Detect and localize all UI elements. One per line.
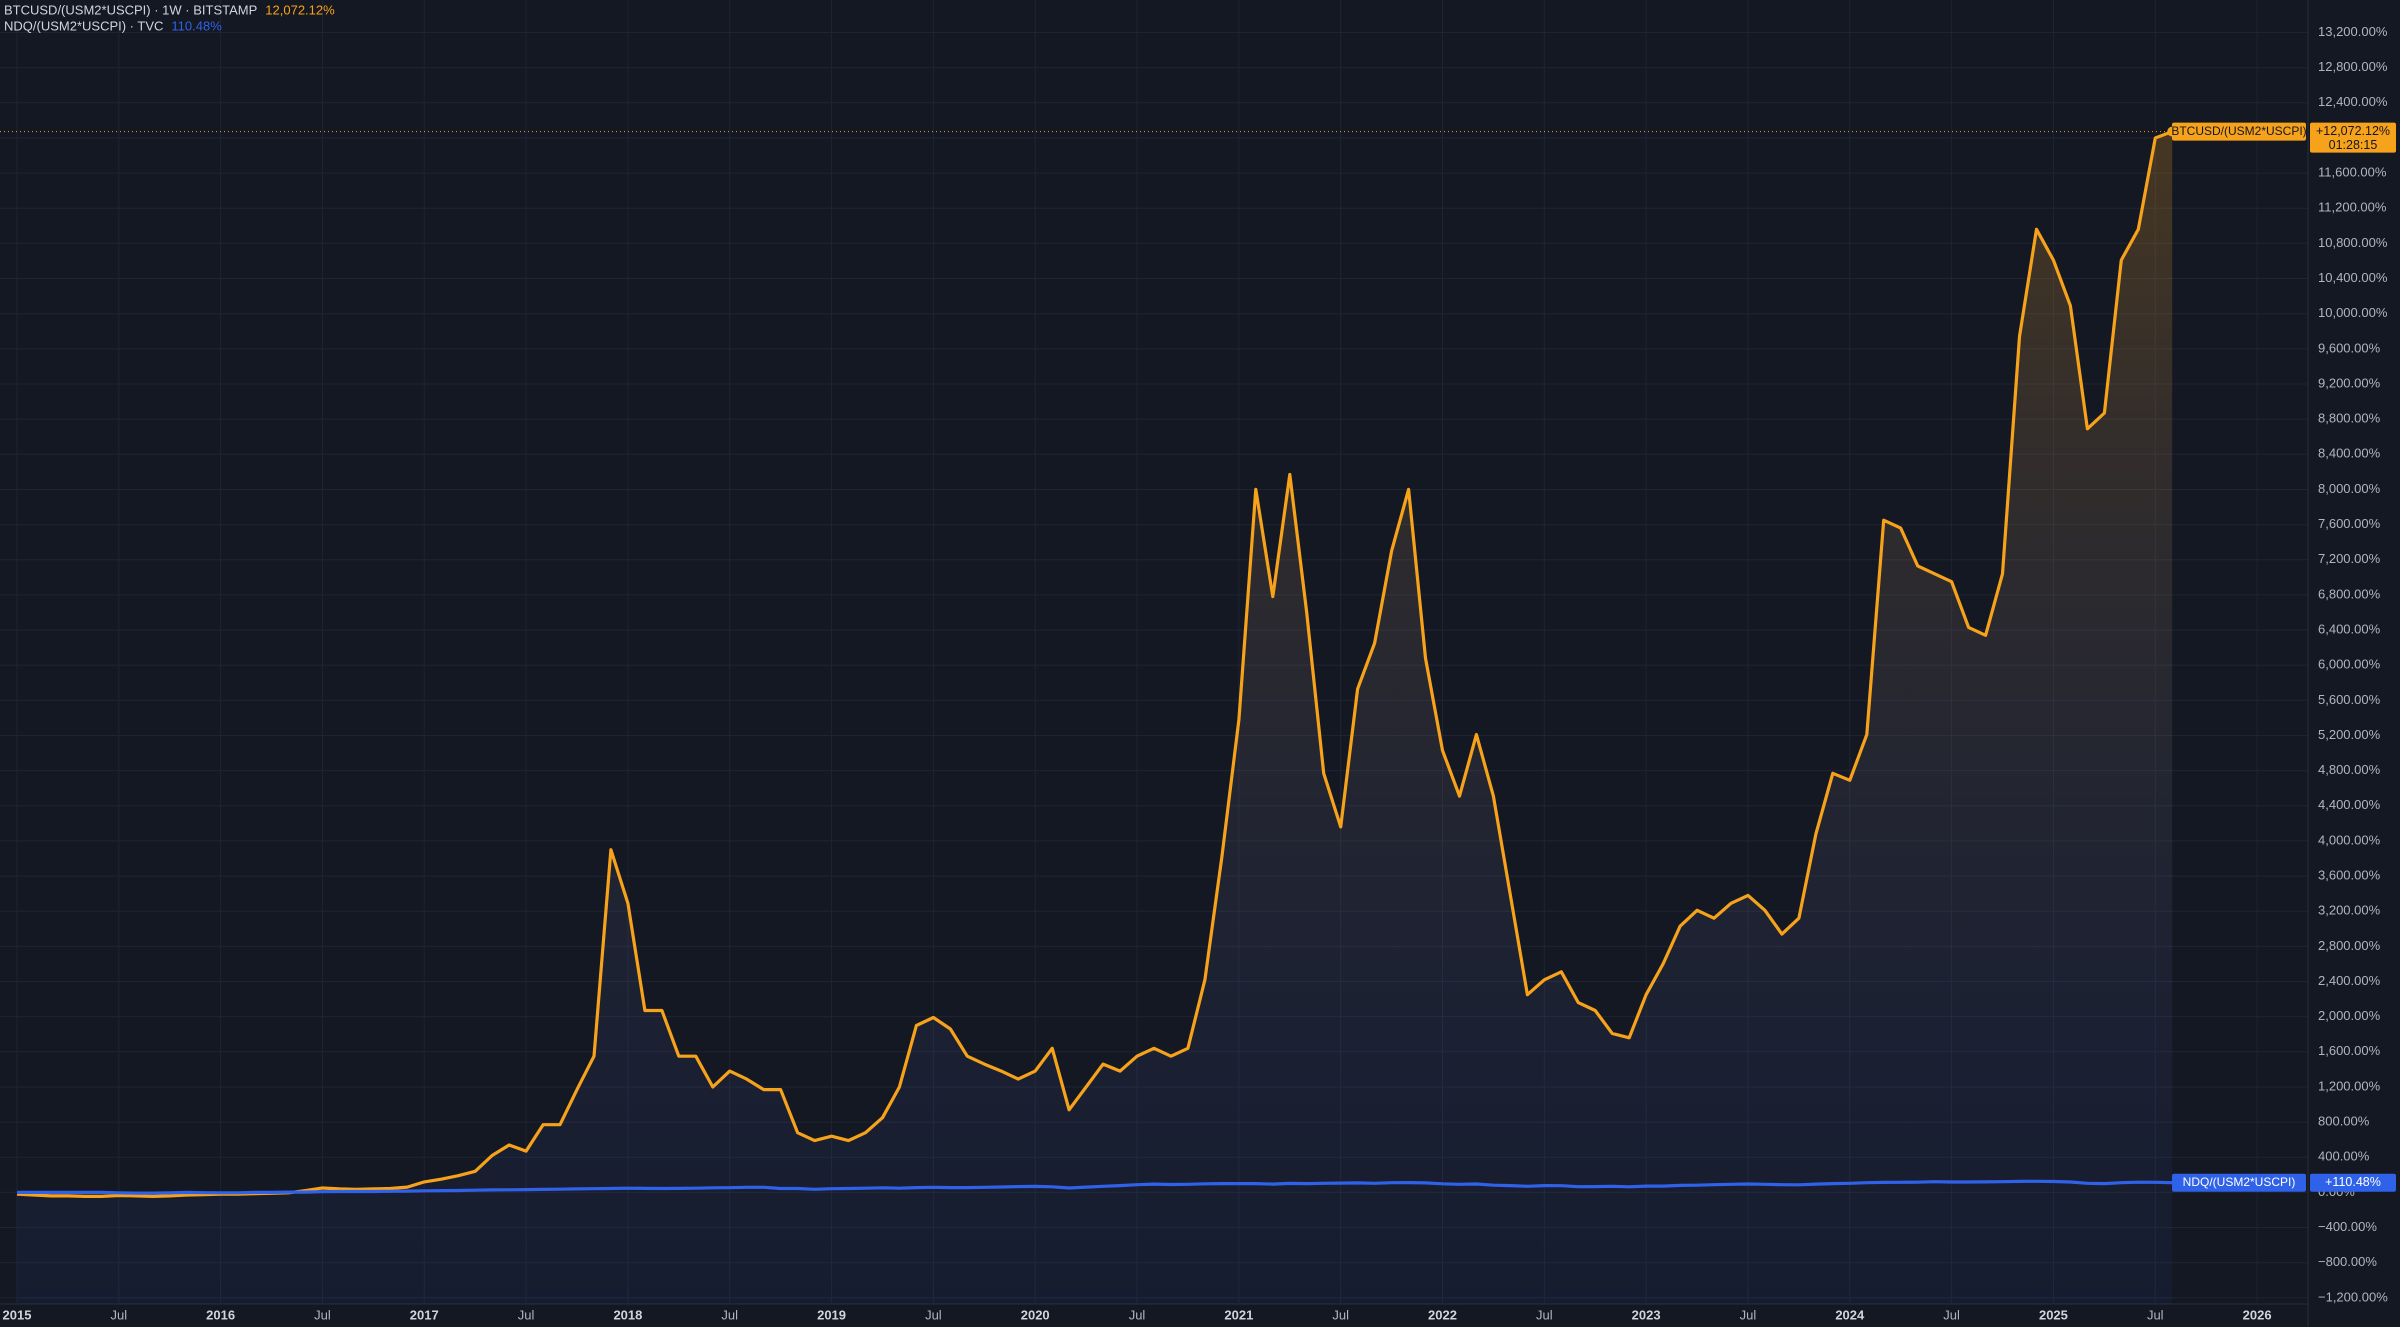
y-tick-label: 4,800.00% [2318, 762, 2381, 777]
value-badge [2310, 1173, 2396, 1192]
legend-value: 110.48% [171, 18, 222, 33]
series-line [16, 130, 2173, 1198]
x-tick-label: 2025 [2039, 1307, 2068, 1322]
y-tick-label: 10,400.00% [2318, 270, 2388, 285]
legend-value: 12,072.12% [265, 2, 335, 17]
y-tick-label: 12,800.00% [2318, 59, 2388, 74]
series-name-badge-text: NDQ/(USM2*USCPI) [2183, 1175, 2296, 1189]
x-tick-label: 2022 [1428, 1307, 1457, 1322]
series-name-badge [2172, 1173, 2306, 1192]
x-tick-label: 2021 [1224, 1307, 1253, 1322]
y-tick-label: 5,200.00% [2318, 727, 2381, 742]
x-tick-label: 2018 [613, 1307, 642, 1322]
x-tick-label: Jul [518, 1307, 535, 1322]
y-tick-label: 9,200.00% [2318, 375, 2381, 390]
y-tick-label: 3,200.00% [2318, 903, 2381, 918]
y-tick-label: 11,200.00% [2318, 200, 2387, 215]
y-tick-label: 3,600.00% [2318, 868, 2381, 883]
y-tick-label: 8,000.00% [2318, 481, 2381, 496]
series-name-badge [2172, 122, 2306, 141]
value-badge-text: +12,072.12% [2316, 124, 2390, 138]
x-tick-label: Jul [721, 1307, 738, 1322]
y-tick-label: 400.00% [2318, 1149, 2370, 1164]
x-tick-label: 2015 [3, 1307, 32, 1322]
legend: BTCUSD/(USM2*USCPI) · 1W · BITSTAMP 12,07… [4, 2, 335, 33]
y-tick-label: 10,800.00% [2318, 235, 2388, 250]
x-tick-label: Jul [1129, 1307, 1146, 1322]
y-tick-label: 7,600.00% [2318, 516, 2381, 531]
y-tick-label: 1,200.00% [2318, 1078, 2381, 1093]
y-tick-label: 6,400.00% [2318, 621, 2381, 636]
y-tick-label: 1,600.00% [2318, 1043, 2381, 1058]
x-tick-label: Jul [314, 1307, 331, 1322]
series-line [17, 1179, 2173, 1195]
axes: −1,200.00%−800.00%−400.00%0.00%400.00%80… [3, 24, 2396, 1322]
countdown: 01:28:15 [2329, 138, 2378, 152]
y-tick-label: −400.00% [2318, 1219, 2377, 1234]
y-tick-label: 11,600.00% [2318, 165, 2387, 180]
y-tick-label: 12,400.00% [2318, 94, 2388, 109]
x-tick-label: Jul [1943, 1307, 1960, 1322]
x-tick-label: 2019 [817, 1307, 846, 1322]
value-badge-text: +110.48% [2325, 1175, 2381, 1189]
y-tick-label: 8,400.00% [2318, 446, 2381, 461]
y-tick-label: 13,200.00% [2318, 24, 2388, 39]
x-tick-label: 2023 [1632, 1307, 1661, 1322]
x-tick-label: 2020 [1021, 1307, 1050, 1322]
y-tick-label: 8,800.00% [2318, 411, 2381, 426]
y-tick-label: −1,200.00% [2318, 1289, 2388, 1304]
y-tick-label: 4,000.00% [2318, 832, 2381, 847]
y-tick-label: 800.00% [2318, 1114, 2370, 1129]
x-tick-label: Jul [110, 1307, 127, 1322]
y-tick-label: 7,200.00% [2318, 551, 2381, 566]
x-tick-label: Jul [925, 1307, 942, 1322]
legend-text: BTCUSD/(USM2*USCPI) · 1W · BITSTAMP [4, 2, 257, 17]
y-tick-label: 4,400.00% [2318, 797, 2381, 812]
x-tick-label: Jul [1332, 1307, 1349, 1322]
x-tick-label: 2024 [1835, 1307, 1865, 1322]
x-tick-label: 2026 [2243, 1307, 2272, 1322]
y-tick-label: −800.00% [2318, 1254, 2377, 1269]
y-tick-label: 6,000.00% [2318, 657, 2381, 672]
series-name-badge-text: BTCUSD/(USM2*USCPI) [2171, 124, 2306, 138]
x-tick-label: Jul [1740, 1307, 1757, 1322]
x-tick-label: Jul [1536, 1307, 1553, 1322]
y-tick-label: 9,600.00% [2318, 340, 2381, 355]
legend-text: NDQ/(USM2*USCPI) · TVC [4, 18, 163, 33]
y-tick-label: 2,000.00% [2318, 1008, 2381, 1023]
x-tick-label: 2016 [206, 1307, 235, 1322]
y-tick-label: 5,600.00% [2318, 692, 2381, 707]
x-tick-label: Jul [2147, 1307, 2164, 1322]
x-tick-label: 2017 [410, 1307, 439, 1322]
y-tick-label: 2,400.00% [2318, 973, 2381, 988]
area [17, 131, 2173, 1305]
y-tick-label: 2,800.00% [2318, 938, 2381, 953]
y-tick-label: 6,800.00% [2318, 586, 2381, 601]
value-badge [2310, 122, 2396, 153]
y-tick-label: 10,000.00% [2318, 305, 2388, 320]
